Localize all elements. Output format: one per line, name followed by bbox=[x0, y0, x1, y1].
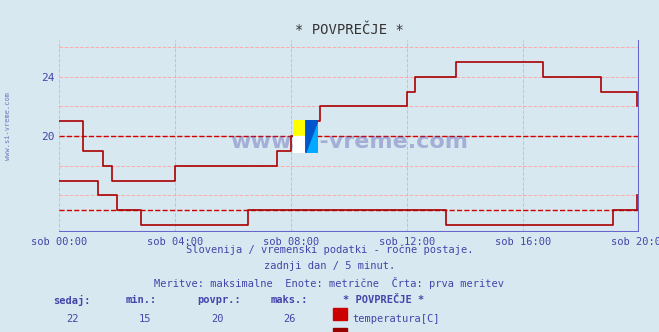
Title: * POVPREČJE *: * POVPREČJE * bbox=[295, 23, 404, 37]
Text: zadnji dan / 5 minut.: zadnji dan / 5 minut. bbox=[264, 261, 395, 271]
Bar bbox=[293, 136, 306, 153]
Text: www.si-vreme.com: www.si-vreme.com bbox=[230, 132, 469, 152]
Text: 20: 20 bbox=[212, 314, 223, 324]
Text: Meritve: maksimalne  Enote: metrične  Črta: prva meritev: Meritve: maksimalne Enote: metrične Črta… bbox=[154, 277, 505, 289]
Text: temperatura[C]: temperatura[C] bbox=[353, 314, 440, 324]
Text: www.si-vreme.com: www.si-vreme.com bbox=[5, 92, 11, 160]
Text: 26: 26 bbox=[284, 314, 296, 324]
Bar bbox=[293, 120, 306, 136]
Text: sedaj:: sedaj: bbox=[53, 295, 90, 306]
Text: 15: 15 bbox=[139, 314, 151, 324]
Polygon shape bbox=[306, 120, 318, 153]
Polygon shape bbox=[306, 120, 318, 153]
Text: Slovenija / vremenski podatki - ročne postaje.: Slovenija / vremenski podatki - ročne po… bbox=[186, 244, 473, 255]
Text: maks.:: maks.: bbox=[270, 295, 308, 305]
Text: 22: 22 bbox=[67, 314, 78, 324]
Text: povpr.:: povpr.: bbox=[198, 295, 241, 305]
Text: min.:: min.: bbox=[125, 295, 156, 305]
Bar bbox=[333, 328, 347, 332]
Text: * POVPREČJE *: * POVPREČJE * bbox=[343, 295, 424, 305]
Bar bbox=[333, 308, 347, 320]
